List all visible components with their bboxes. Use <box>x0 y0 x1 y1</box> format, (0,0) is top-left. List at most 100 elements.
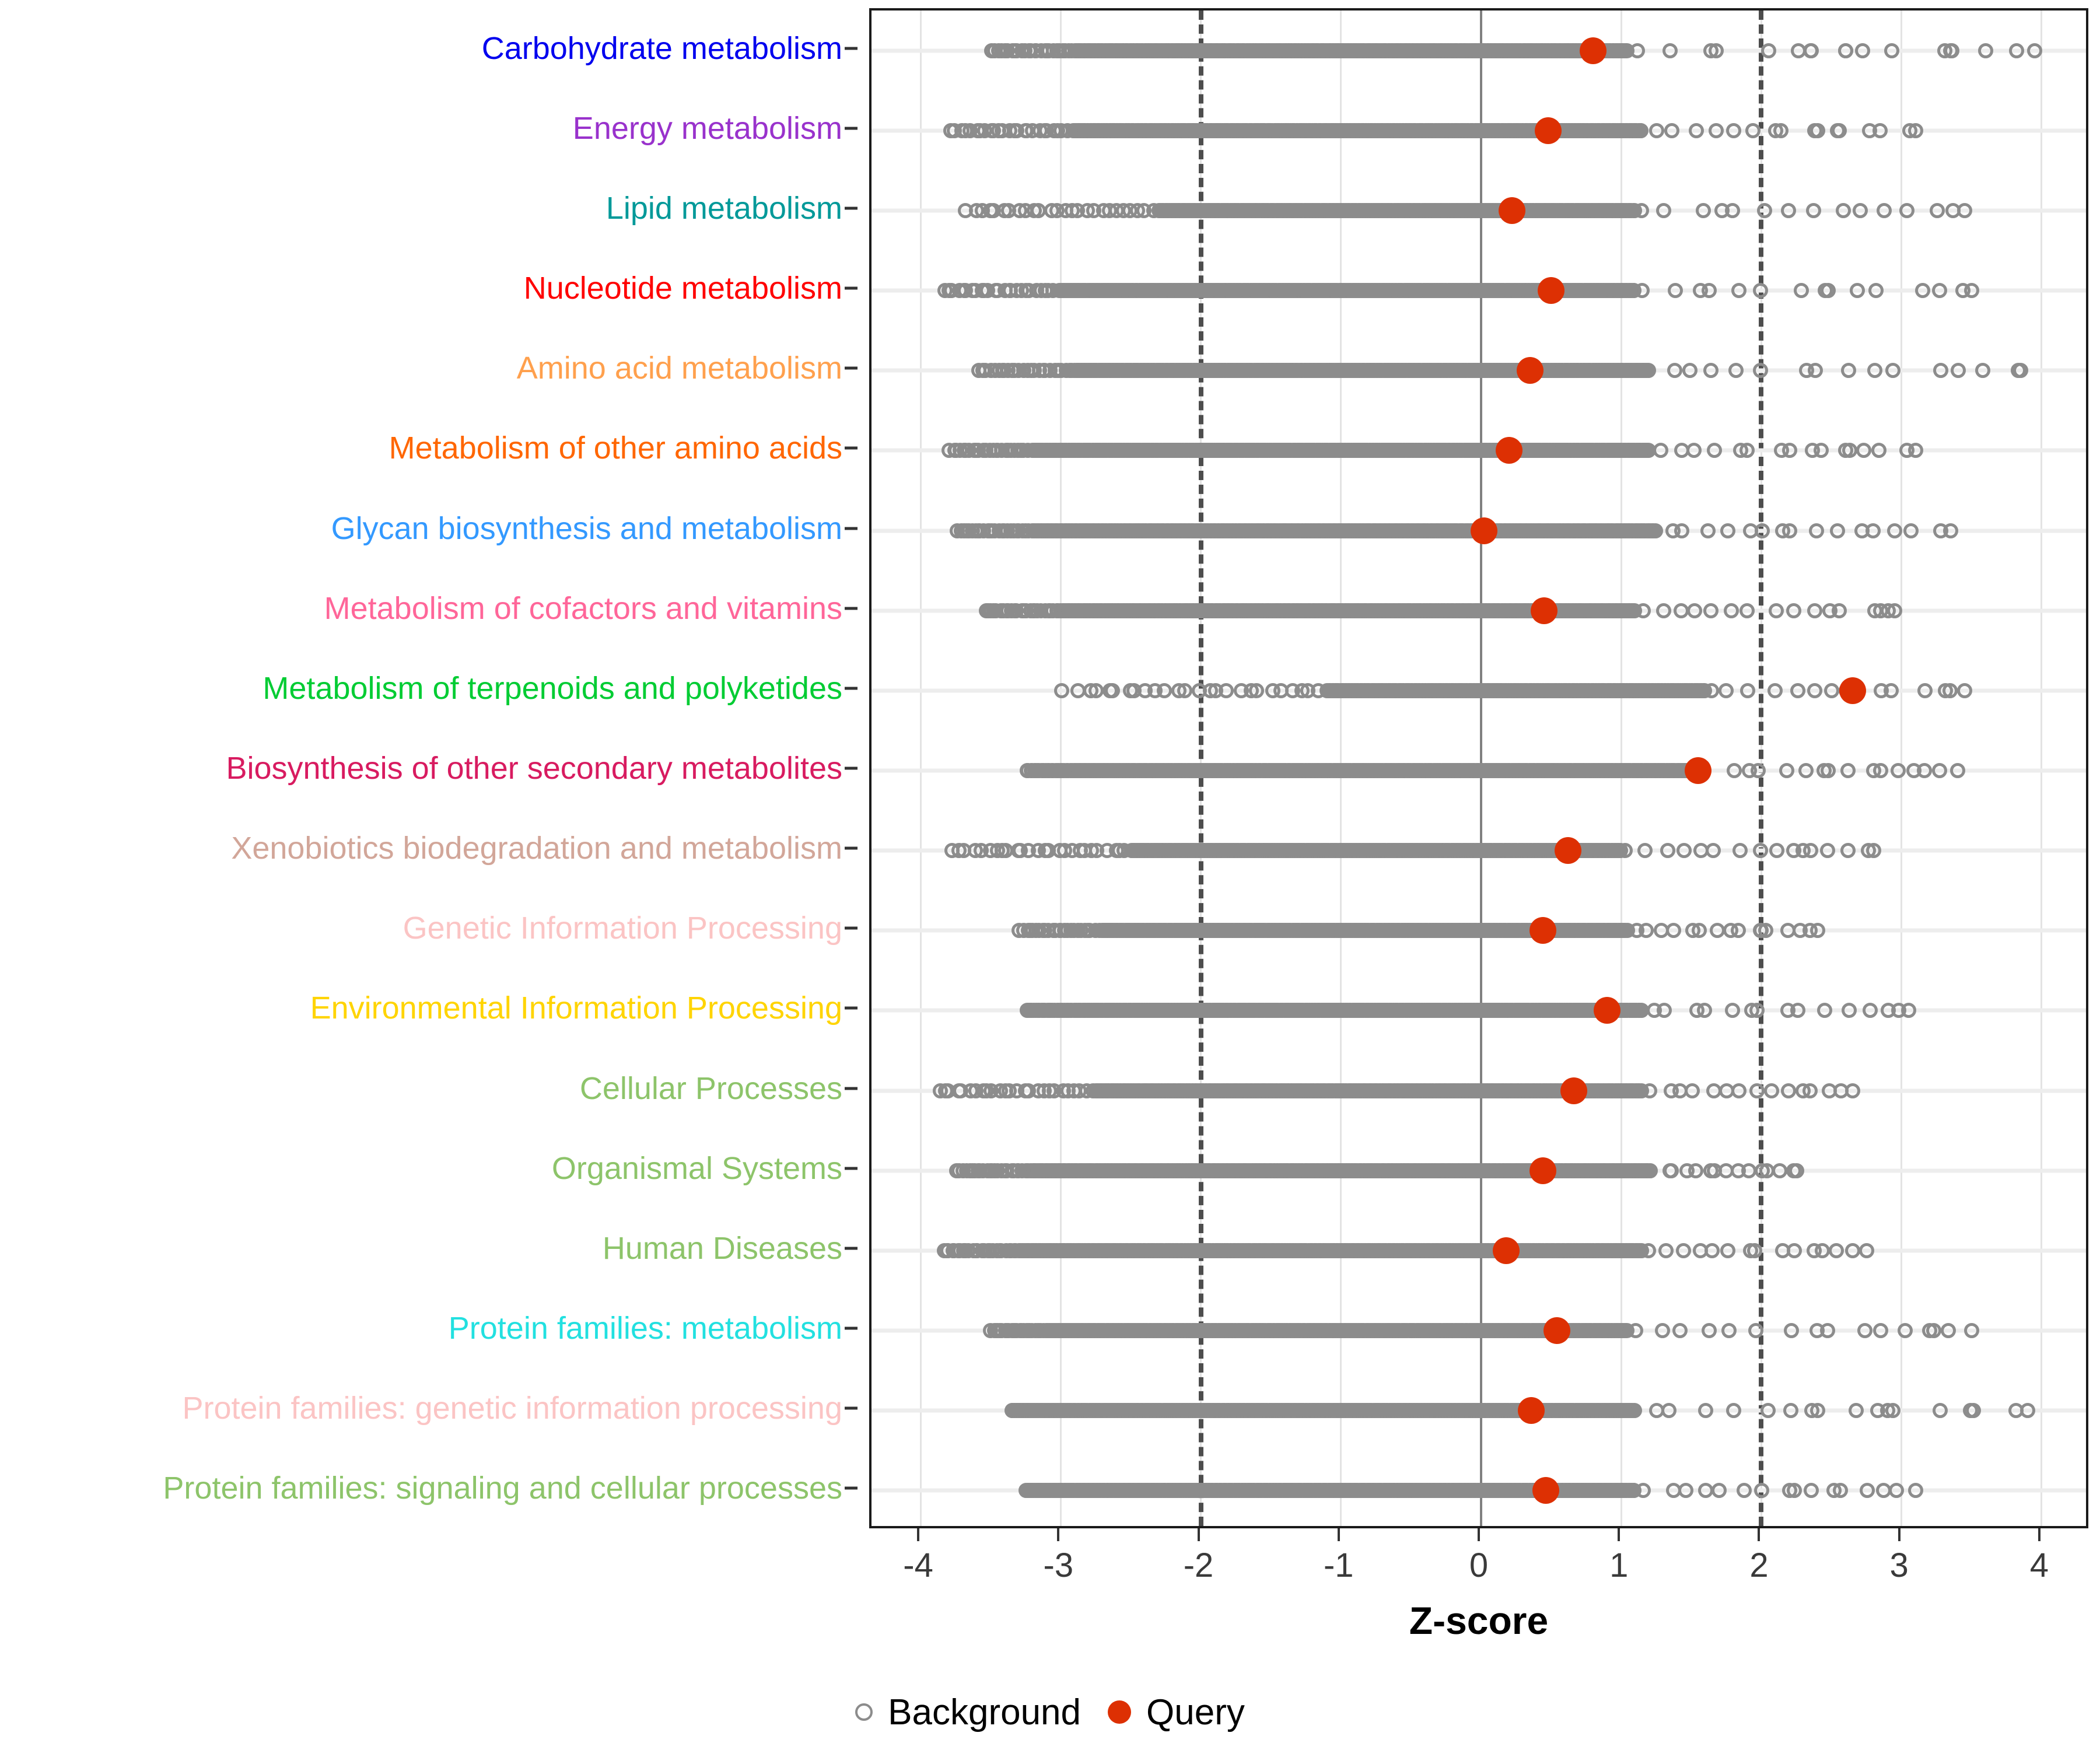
plot-panel <box>869 8 2088 1528</box>
background-point <box>1753 363 1769 379</box>
query-point[interactable] <box>1554 837 1581 864</box>
background-point <box>1831 603 1847 618</box>
y-axis-label-2: Lipid metabolism <box>606 190 842 226</box>
background-point <box>1820 763 1836 778</box>
background-point-outlier <box>1866 843 1881 859</box>
query-point[interactable] <box>1580 37 1607 64</box>
background-point <box>1695 202 1711 218</box>
y-axis-category-labels: Carbohydrate metabolism Energy metabolism… <box>0 0 858 1528</box>
y-axis-tick <box>845 1167 858 1170</box>
query-point[interactable] <box>1496 437 1523 464</box>
background-point <box>1808 523 1824 538</box>
background-point <box>1840 843 1856 859</box>
background-point <box>1649 123 1665 138</box>
background-point <box>1814 443 1829 459</box>
y-axis-tick <box>845 926 858 930</box>
background-point <box>1853 202 1868 218</box>
background-point <box>1781 202 1797 218</box>
background-point <box>1872 123 1888 138</box>
background-point <box>1798 763 1814 778</box>
query-point[interactable] <box>1535 117 1562 144</box>
y-axis-label-5: Metabolism of other amino acids <box>388 430 842 466</box>
background-point <box>1951 363 1966 379</box>
y-axis-tick <box>845 1486 858 1490</box>
background-point <box>1640 363 1656 379</box>
background-point <box>1786 603 1802 618</box>
background-point <box>1871 443 1887 459</box>
background-point <box>1728 363 1744 379</box>
background-point <box>1653 443 1668 459</box>
background-point <box>1686 603 1702 618</box>
background-point <box>1024 523 1040 538</box>
y-axis-tick <box>845 446 858 450</box>
background-point-outlier <box>1810 123 1825 138</box>
y-axis-tick <box>845 527 858 530</box>
background-point <box>1807 603 1822 618</box>
y-axis-tick <box>845 286 858 290</box>
background-point <box>1932 283 1948 299</box>
background-point <box>1890 763 1906 778</box>
background-point-outlier <box>1873 763 1888 778</box>
query-point[interactable] <box>1839 677 1866 704</box>
query-point[interactable] <box>1685 757 1712 784</box>
background-point-outlier <box>1803 43 1818 58</box>
background-point <box>1064 43 1080 58</box>
background-point-outlier <box>2013 363 2028 379</box>
query-point[interactable] <box>1470 517 1497 544</box>
y-axis-tick <box>845 1006 858 1010</box>
background-point <box>1702 283 1717 299</box>
background-point <box>1808 363 1824 379</box>
background-point <box>1830 523 1846 538</box>
background-point <box>1867 363 1882 379</box>
background-point <box>1705 843 1721 859</box>
background-point <box>1063 363 1079 379</box>
y-axis-label-8: Metabolism of terpenoids and polyketides <box>262 670 842 706</box>
background-point <box>1903 523 1919 538</box>
y-axis-tick <box>845 607 858 610</box>
background-point <box>1050 603 1066 618</box>
query-point[interactable] <box>1517 357 1544 384</box>
y-axis-label-0: Carbohydrate metabolism <box>481 30 842 66</box>
query-point[interactable] <box>1498 197 1525 224</box>
y-axis-label-4: Amino acid metabolism <box>516 351 842 386</box>
background-point-outlier <box>1943 523 1958 538</box>
background-point <box>1637 843 1653 859</box>
y-axis-label-9: Biosynthesis of other secondary metaboli… <box>226 751 842 786</box>
background-point <box>1146 202 1161 218</box>
background-point <box>1866 523 1881 538</box>
background-point <box>1723 603 1739 618</box>
background-point <box>1841 363 1857 379</box>
background-point-outlier <box>1782 523 1797 538</box>
background-point <box>1942 682 1958 698</box>
background-point-outlier <box>1957 202 1972 218</box>
background-point <box>1310 682 1326 698</box>
background-point <box>1634 283 1650 299</box>
query-point[interactable] <box>1538 277 1565 304</box>
y-axis-label-17: Protein families: genetic information pr… <box>182 1391 842 1426</box>
background-point <box>1876 202 1892 218</box>
y-axis-label-11: Genetic Information Processing <box>402 911 842 946</box>
background-point <box>1753 283 1769 299</box>
background-point <box>1656 202 1671 218</box>
background-point <box>1929 202 1945 218</box>
y-axis-label-16: Protein families: metabolism <box>448 1311 842 1346</box>
background-point <box>1024 443 1040 459</box>
background-point <box>1836 202 1852 218</box>
background-point <box>1769 843 1784 859</box>
y-axis-label-14: Organismal Systems <box>551 1150 842 1186</box>
background-point <box>1824 682 1839 698</box>
y-axis-tick <box>845 846 858 850</box>
background-point <box>1731 283 1747 299</box>
background-point <box>1745 123 1761 138</box>
background-point <box>1885 363 1901 379</box>
background-point <box>1756 202 1772 218</box>
background-point <box>1704 682 1720 698</box>
background-point <box>1732 843 1748 859</box>
background-point <box>1219 682 1234 698</box>
background-point <box>1674 523 1690 538</box>
background-point <box>1856 443 1872 459</box>
query-point[interactable] <box>1531 597 1558 624</box>
background-point <box>1884 682 1899 698</box>
background-point-outlier <box>2027 43 2042 58</box>
y-axis-label-1: Energy metabolism <box>572 110 842 146</box>
